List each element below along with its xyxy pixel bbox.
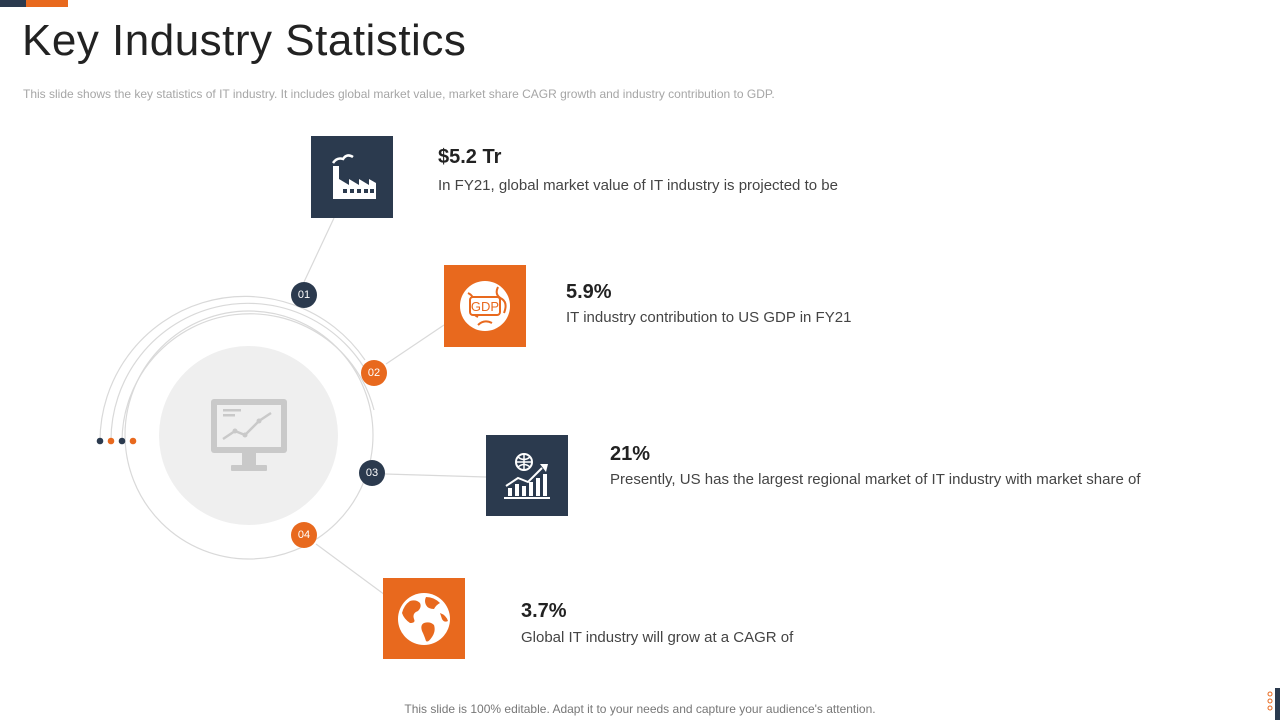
factory-icon	[331, 154, 376, 199]
top-accent-dark	[0, 0, 26, 7]
slide-subtitle: This slide shows the key statistics of I…	[23, 87, 775, 101]
connector-1	[303, 217, 335, 283]
dot-3	[118, 437, 126, 445]
dot-1	[96, 437, 104, 445]
arc-4	[124, 310, 374, 560]
stat-3-value: 21%	[610, 443, 651, 465]
top-accent-orange	[26, 0, 68, 7]
stat-3-description: Presently, US has the largest regional m…	[610, 471, 1141, 488]
stat-4-value: 3.7%	[521, 600, 567, 622]
arc-2	[110, 302, 372, 442]
badge-03: 03	[359, 460, 385, 486]
connector-4	[315, 543, 386, 596]
slide-title: Key Industry Statistics	[22, 16, 467, 65]
globe-bar-chart-icon	[504, 452, 550, 499]
stat-2-icon-box: GDP	[444, 265, 526, 347]
connector-3	[384, 473, 487, 478]
dot-2	[107, 437, 115, 445]
stat-2-value: 5.9%	[566, 281, 612, 303]
monitor-chart-icon	[210, 398, 287, 471]
stat-2-description: IT industry contribution to US GDP in FY…	[566, 309, 852, 326]
stat-1-icon-box	[311, 136, 393, 218]
gdp-globe-icon: GDP	[460, 281, 510, 331]
badge-01: 01	[291, 282, 317, 308]
dot-4	[129, 437, 137, 445]
stat-3-icon-box	[486, 435, 568, 516]
earth-icon	[398, 592, 450, 645]
stat-1-description: In FY21, global market value of IT indus…	[438, 177, 838, 194]
stat-4-icon-box	[383, 578, 465, 659]
side-marker-icon	[1267, 688, 1280, 720]
slide-footer: This slide is 100% editable. Adapt it to…	[404, 702, 876, 716]
badge-02: 02	[361, 360, 387, 386]
badge-04: 04	[291, 522, 317, 548]
connector-2	[385, 324, 445, 365]
arc-1	[99, 295, 366, 442]
stat-4-description: Global IT industry will grow at a CAGR o…	[521, 629, 794, 646]
stat-1-value: $5.2 Tr	[438, 146, 502, 168]
svg-text:GDP: GDP	[471, 299, 499, 314]
center-disc	[159, 346, 338, 525]
